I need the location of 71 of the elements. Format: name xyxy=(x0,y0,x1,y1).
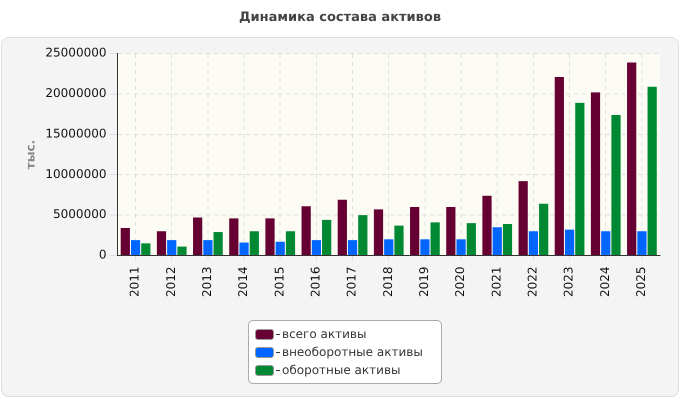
bar xyxy=(492,227,502,255)
bar xyxy=(374,209,384,255)
x-tick-label: 2017 xyxy=(344,266,359,298)
bar xyxy=(410,207,420,255)
bar xyxy=(239,242,249,255)
bar xyxy=(648,86,657,255)
x-tick-label: 2020 xyxy=(453,266,468,298)
bar xyxy=(203,240,213,255)
y-tick-label: 25000000 xyxy=(45,46,106,60)
bar xyxy=(466,223,476,255)
bar xyxy=(420,239,430,255)
x-tick-label: 2014 xyxy=(236,266,250,298)
bar xyxy=(141,243,150,255)
bar xyxy=(214,232,223,255)
bar xyxy=(394,226,404,255)
bar xyxy=(130,240,140,255)
bar xyxy=(502,224,512,255)
bar xyxy=(250,231,259,255)
bar xyxy=(348,240,358,255)
bar xyxy=(611,114,621,255)
legend-label: всего активы xyxy=(282,327,366,341)
bar xyxy=(265,218,275,255)
bar xyxy=(528,231,538,255)
bar xyxy=(590,92,600,255)
bar xyxy=(286,231,296,255)
bar xyxy=(384,239,394,255)
y-tick-label: 15000000 xyxy=(45,126,106,140)
bar xyxy=(539,204,548,255)
y-tick-label: 20000000 xyxy=(45,86,106,100)
bar xyxy=(446,207,456,255)
bar xyxy=(177,246,187,255)
bar xyxy=(627,62,636,255)
y-tick-label: 5000000 xyxy=(53,207,106,222)
x-tick-label: 2011 xyxy=(128,266,142,298)
bar xyxy=(575,102,584,255)
bar xyxy=(358,215,368,255)
x-tick-label: 2015 xyxy=(272,266,286,298)
legend-label: оборотные активы xyxy=(282,363,400,377)
x-tick-label: 2018 xyxy=(380,266,395,298)
x-tick-label: 2021 xyxy=(489,266,504,298)
y-tick-label: 10000000 xyxy=(45,166,106,181)
bar xyxy=(518,181,528,255)
bar xyxy=(302,206,311,255)
bar xyxy=(312,240,322,255)
bar xyxy=(601,231,610,255)
chart-title: Динамика состава активов xyxy=(238,10,442,26)
x-tick-label: 2023 xyxy=(562,266,576,298)
x-tick-label: 2012 xyxy=(164,266,178,298)
bar xyxy=(156,231,166,255)
bar xyxy=(564,230,574,255)
x-tick-label: 2022 xyxy=(526,266,540,298)
y-axis-title: тыс. xyxy=(23,140,38,170)
x-tick-label: 2025 xyxy=(634,266,648,298)
x-tick-label: 2019 xyxy=(417,266,432,298)
y-tick-label: 0 xyxy=(98,248,106,262)
bar xyxy=(276,242,285,255)
bar xyxy=(120,228,130,255)
x-tick-label: 2013 xyxy=(200,266,214,298)
bar xyxy=(193,218,202,255)
bar xyxy=(167,240,176,255)
x-tick-label: 2016 xyxy=(308,266,323,298)
bar xyxy=(637,231,647,255)
bar xyxy=(482,196,492,255)
bar xyxy=(338,200,347,255)
bar xyxy=(322,220,332,255)
bar xyxy=(430,222,440,255)
bar xyxy=(229,218,238,255)
bar xyxy=(554,77,564,255)
x-tick-label: 2024 xyxy=(598,266,612,298)
legend-label: внеоборотные активы xyxy=(282,345,423,359)
bar xyxy=(456,239,466,255)
